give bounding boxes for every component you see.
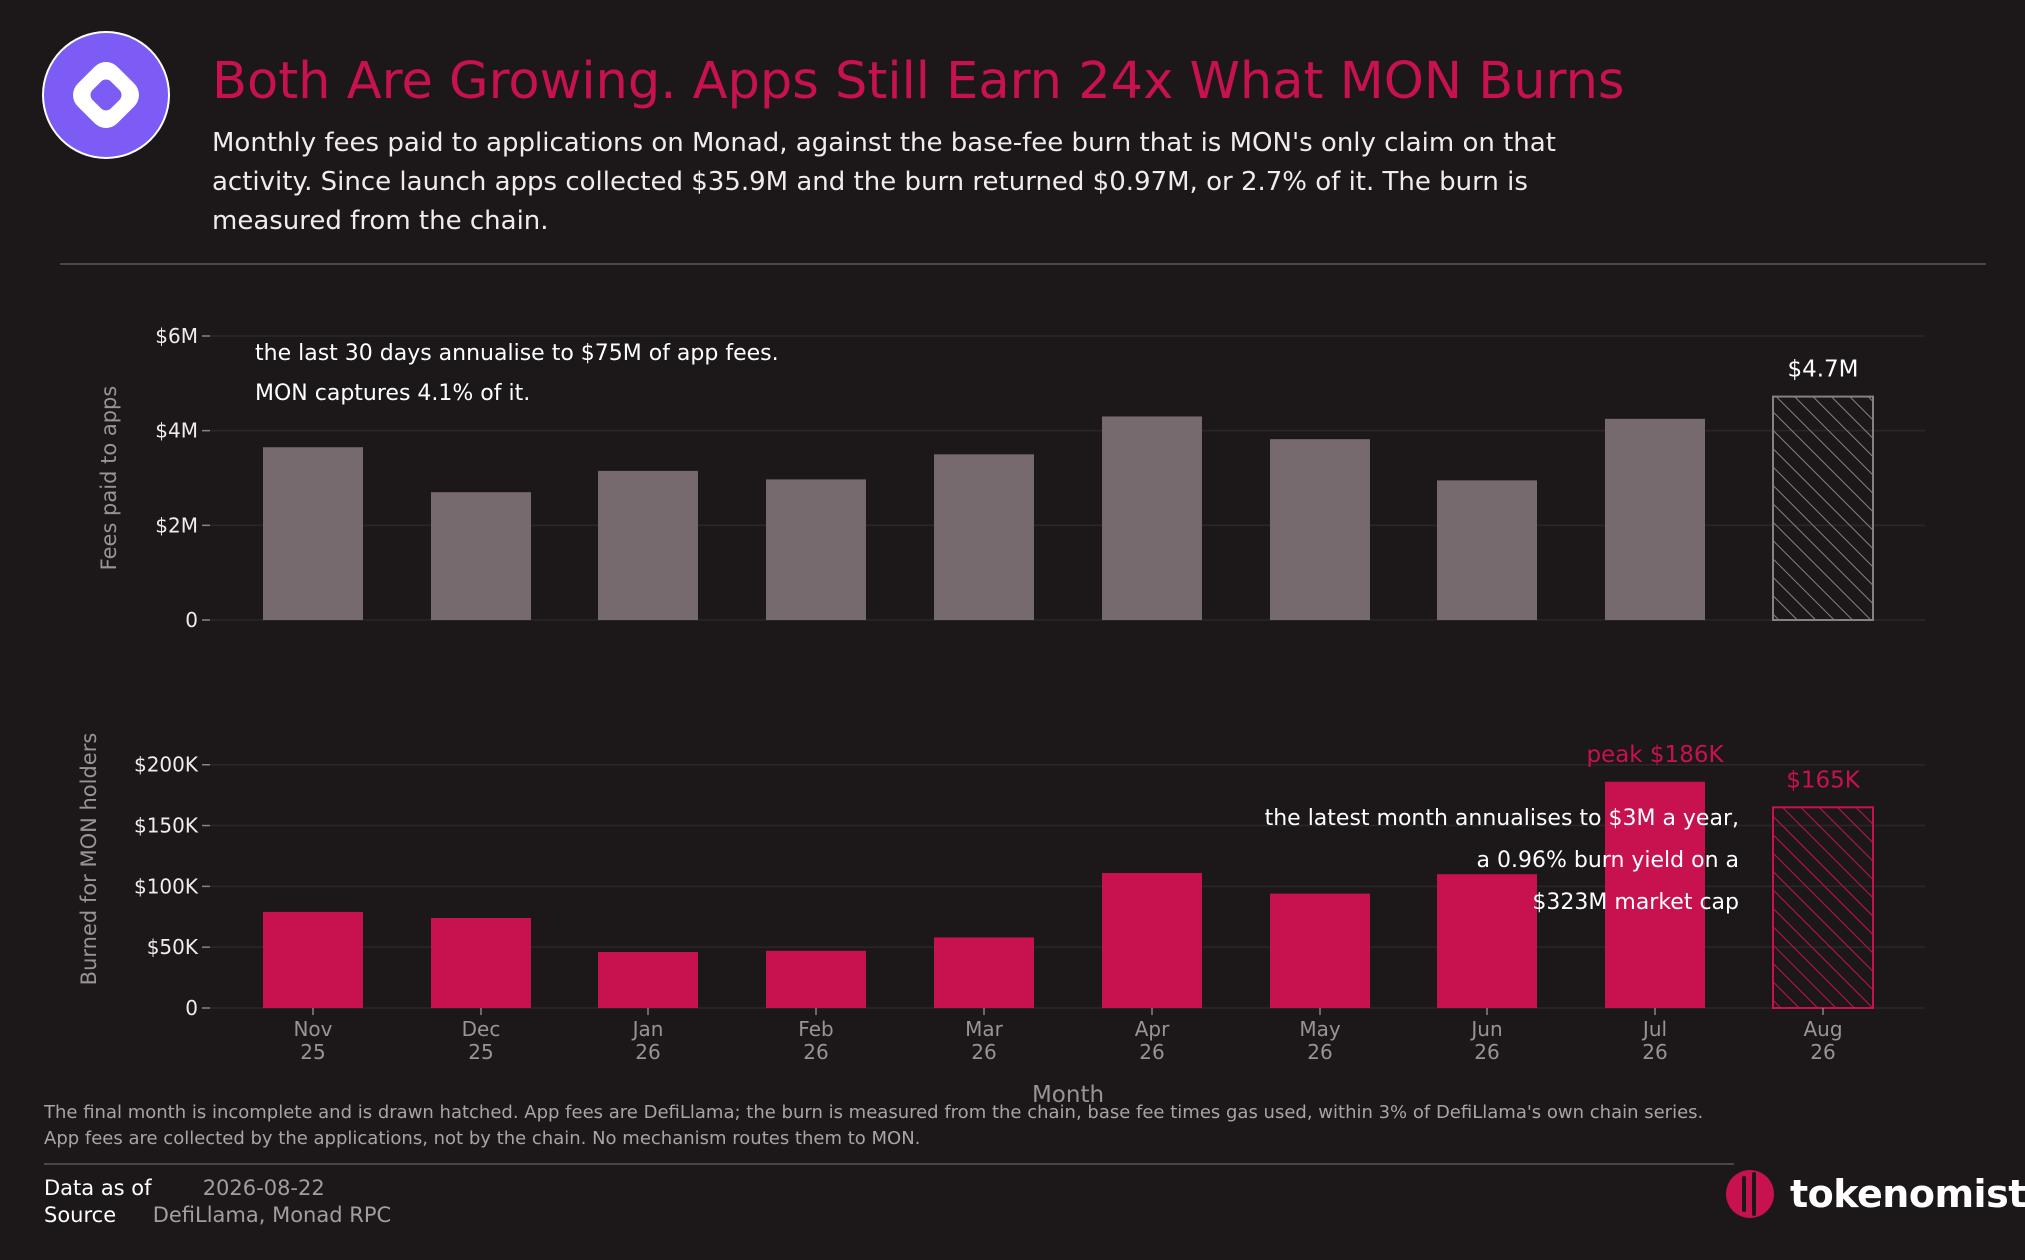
bar-partial-month <box>1772 806 1874 1010</box>
last-value-label: $165K <box>1786 767 1861 793</box>
x-tick-label-year: 25 <box>468 1040 493 1064</box>
page-title: Both Are Growing. Apps Still Earn 24x Wh… <box>212 52 1625 111</box>
peak-value-label: peak $186K <box>1586 742 1724 768</box>
y-tick-label: $4M <box>155 419 198 443</box>
bar <box>1270 893 1370 1008</box>
x-tick-label-year: 26 <box>1139 1040 1164 1064</box>
y-tick-label: $6M <box>155 324 198 348</box>
y-axis-label: Burned for MON holders <box>77 733 101 986</box>
source-label: Source <box>44 1203 117 1227</box>
x-tick-label-year: 26 <box>1307 1040 1332 1064</box>
x-tick-label: Dec <box>462 1017 501 1041</box>
bar <box>1437 480 1537 620</box>
page-subtitle: Monthly fees paid to applications on Mon… <box>212 128 1556 236</box>
y-tick-label: $150K <box>134 814 199 838</box>
y-axis-label: Fees paid to apps <box>97 386 121 571</box>
y-tick-label: $200K <box>134 753 199 777</box>
x-tick-label: Jul <box>1641 1017 1667 1041</box>
x-tick-label: Apr <box>1135 1017 1170 1041</box>
data-as-of-label: Data as of <box>44 1176 152 1200</box>
annotation-line: a 0.96% burn yield on a <box>1477 848 1739 873</box>
x-tick-label: May <box>1299 1017 1341 1041</box>
footnotes: The final month is incomplete and is dra… <box>44 1100 1744 1152</box>
bar <box>1102 416 1202 620</box>
brand-name: tokenomist <box>1790 1172 2025 1216</box>
annotation-line: the last 30 days annualise to $75M of ap… <box>255 341 779 366</box>
source: Source DefiLlama, Monad RPC <box>44 1203 391 1227</box>
bar <box>263 911 363 1008</box>
bar <box>934 454 1034 620</box>
bar <box>1605 418 1705 620</box>
tokenomist-logo-icon <box>1726 1170 1774 1218</box>
x-tick-label-year: 26 <box>1474 1040 1499 1064</box>
x-tick-label-year: 26 <box>1642 1040 1667 1064</box>
x-tick-label-year: 26 <box>1810 1040 1835 1064</box>
data-as-of: Data as of 2026-08-22 <box>44 1176 325 1200</box>
bar <box>431 917 531 1008</box>
fees-chart: 0 $2M $4M $6M Fees paid to apps $4.7M the last… <box>97 324 1925 632</box>
x-tick-label: Mar <box>965 1017 1004 1041</box>
footer-divider <box>44 1163 1734 1165</box>
bar <box>263 447 363 620</box>
bar <box>766 950 866 1008</box>
y-tick-label: 0 <box>185 608 198 632</box>
annotation-line: the latest month annualises to $3M a yea… <box>1265 806 1739 831</box>
charts-canvas: 0 $2M $4M $6M Fees paid to apps $4.7M the last… <box>77 324 1925 1108</box>
x-tick-label: Aug <box>1803 1017 1842 1041</box>
tokenomist-brand: tokenomist <box>1722 1168 2025 1220</box>
bar <box>766 479 866 620</box>
y-tick-label: $50K <box>147 935 199 959</box>
y-tick-label: $2M <box>155 513 198 537</box>
burn-chart: 0 $50K $100K $150K $200K Burned for MON holde… <box>77 733 1925 1108</box>
bar <box>1102 872 1202 1008</box>
bar <box>1437 874 1537 1008</box>
bar <box>598 470 698 620</box>
annotation-line: $323M market cap <box>1532 890 1739 915</box>
bar <box>1605 781 1705 1008</box>
x-tick-label-year: 26 <box>803 1040 828 1064</box>
header-divider <box>60 263 1986 265</box>
bar-partial-month <box>1772 395 1874 621</box>
data-as-of-value: 2026-08-22 <box>202 1176 325 1200</box>
bar <box>431 492 531 620</box>
x-tick-label: Jan <box>631 1017 664 1041</box>
monad-logo <box>42 31 170 159</box>
bar <box>598 952 698 1008</box>
footnote-line: The final month is incomplete and is dra… <box>44 1102 1704 1123</box>
x-tick-label-year: 25 <box>300 1040 325 1064</box>
x-axis-label: Month <box>1032 1082 1104 1108</box>
x-tick-label-year: 26 <box>971 1040 996 1064</box>
x-tick-label-year: 26 <box>635 1040 660 1064</box>
y-tick-label: 0 <box>185 996 198 1020</box>
x-tick-label: Jun <box>1469 1017 1502 1041</box>
x-tick-label: Nov <box>293 1017 332 1041</box>
annotation-line: MON captures 4.1% of it. <box>255 381 530 406</box>
bar <box>1270 439 1370 620</box>
x-tick-label: Feb <box>798 1017 833 1041</box>
bar <box>934 937 1034 1008</box>
source-value: DefiLlama, Monad RPC <box>152 1203 392 1227</box>
y-tick-label: $100K <box>134 874 199 898</box>
footnote-line: App fees are collected by the applicatio… <box>44 1128 921 1149</box>
last-value-label: $4.7M <box>1787 357 1858 383</box>
